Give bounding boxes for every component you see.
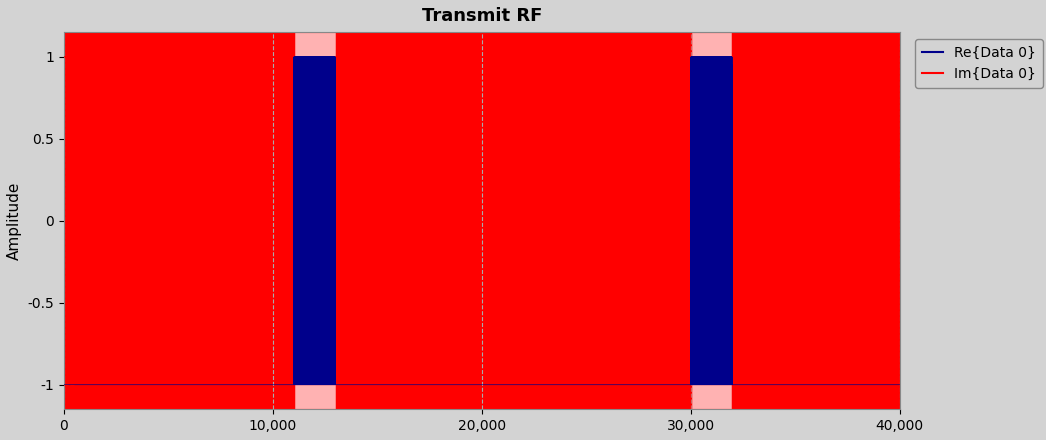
Bar (294, 32, 336, 409)
Title: Transmit RF: Transmit RF (422, 7, 542, 25)
Bar (732, 32, 900, 409)
Bar (64, 32, 294, 409)
Y-axis label: Amplitude: Amplitude (7, 182, 22, 260)
Bar (690, 32, 732, 409)
Bar (336, 32, 690, 409)
Legend: Re{Data 0}, Im{Data 0}: Re{Data 0}, Im{Data 0} (915, 39, 1043, 88)
